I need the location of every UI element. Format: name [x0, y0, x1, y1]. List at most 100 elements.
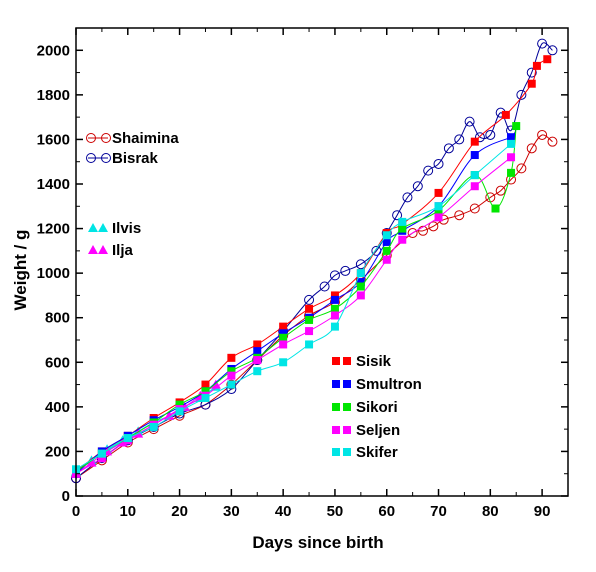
data-point-shaimina [417, 225, 428, 236]
legend-marker [332, 426, 340, 434]
data-point-bisrak [304, 294, 315, 305]
data-point-bisrak [392, 210, 403, 221]
plot-frame [75, 27, 569, 497]
data-point-sisik [227, 353, 236, 362]
data-point-ilja [86, 457, 97, 467]
data-point-bisrak [454, 134, 465, 145]
legend-item-bisrak: Bisrak [86, 150, 159, 167]
data-point-skifer [279, 358, 288, 367]
x-tick-label: 0 [72, 503, 80, 520]
data-point-bisrak [329, 270, 340, 281]
series-bisrak [71, 38, 558, 484]
data-point-sikori [507, 168, 516, 177]
data-point-shaimina [454, 210, 465, 221]
series-line-sisik [75, 58, 548, 472]
data-point-sisik [253, 340, 262, 349]
data-point-skifer [434, 202, 443, 211]
data-point-smultron [382, 237, 391, 246]
plot-area [71, 38, 558, 484]
data-point-skifer [227, 380, 236, 389]
legend-marker [88, 245, 98, 254]
data-point-smultron [279, 329, 288, 338]
y-tick-label: 0 [62, 488, 70, 505]
y-axis-title: Weight / g [11, 230, 30, 311]
data-point-sisik [279, 322, 288, 331]
legend-marker [343, 357, 351, 365]
data-point-skifer [305, 340, 314, 349]
legend-item-smultron: Smultron [332, 376, 422, 393]
data-point-seljen [507, 153, 516, 162]
data-point-seljen [97, 454, 106, 463]
data-point-skifer [201, 393, 210, 402]
data-point-sisik [527, 79, 536, 88]
y-tick-label: 600 [45, 354, 70, 371]
data-point-skifer [398, 217, 407, 226]
data-point-seljen [470, 182, 479, 191]
legend-label: Ilja [112, 242, 134, 259]
series-line-smultron [75, 136, 512, 475]
legend-marker [98, 223, 108, 232]
data-point-bisrak [340, 265, 351, 276]
data-point-shaimina [516, 163, 527, 174]
data-point-sisik [543, 55, 552, 64]
legend-item-sikori: Sikori [332, 399, 398, 416]
data-point-sisik [501, 110, 510, 119]
data-point-seljen [253, 356, 262, 365]
axes: 0 10 20 30 40 50 60 70 80 90 0 200 400 600 800 1000 1200… [37, 27, 569, 520]
legend-marker [88, 223, 98, 232]
data-point-shaimina [428, 221, 439, 232]
data-point-bisrak [464, 116, 475, 127]
legend-label: Seljen [356, 422, 400, 439]
data-point-skifer [123, 434, 132, 443]
data-point-bisrak [547, 45, 558, 56]
data-point-sisik [201, 380, 210, 389]
data-point-seljen [279, 340, 288, 349]
data-point-smultron [470, 151, 479, 160]
legend: Shaimina Bisrak Ilvis Ilja Sisik Smultron Siko… [86, 130, 422, 461]
data-point-sikori [512, 122, 521, 131]
data-point-skifer [175, 407, 184, 416]
data-point-sikori [491, 204, 500, 213]
data-point-bisrak [516, 89, 527, 100]
legend-marker [343, 403, 351, 411]
y-tick-label: 1800 [37, 87, 70, 104]
data-point-sikori [398, 224, 407, 233]
data-point-sikori [175, 400, 184, 409]
data-point-seljen [330, 311, 339, 320]
x-tick-label: 30 [223, 503, 240, 520]
data-point-skifer [253, 367, 262, 376]
x-tick-label: 50 [327, 503, 344, 520]
data-point-sikori [279, 333, 288, 342]
data-point-smultron [507, 133, 516, 142]
y-tick-label: 1000 [37, 265, 70, 282]
data-point-sisik [434, 188, 443, 197]
legend-marker [86, 133, 96, 143]
legend-item-sisik: Sisik [332, 353, 392, 370]
data-point-sikori [382, 246, 391, 255]
data-point-seljen [398, 235, 407, 244]
legend-marker [343, 426, 351, 434]
legend-marker [332, 403, 340, 411]
y-tick-label: 1200 [37, 221, 70, 238]
data-point-bisrak [443, 143, 454, 154]
x-tick-label: 90 [534, 503, 551, 520]
y-tick-label: 200 [45, 443, 70, 460]
data-point-sikori [356, 282, 365, 291]
data-point-bisrak [537, 38, 548, 49]
data-point-bisrak [423, 165, 434, 176]
data-point-shaimina [537, 129, 548, 140]
data-point-bisrak [474, 132, 485, 143]
legend-marker [343, 380, 351, 388]
legend-label: Skifer [356, 444, 398, 461]
data-point-shaimina [547, 136, 558, 147]
data-point-bisrak [485, 129, 496, 140]
data-point-sikori [201, 387, 210, 396]
legend-label: Bisrak [112, 150, 159, 167]
x-tick-label: 10 [119, 503, 136, 520]
x-tick-label: 70 [430, 503, 447, 520]
data-point-seljen [382, 255, 391, 264]
y-tick-label: 800 [45, 310, 70, 327]
data-point-bisrak [402, 192, 413, 203]
data-point-bisrak [412, 181, 423, 192]
x-tick-label: 20 [171, 503, 188, 520]
